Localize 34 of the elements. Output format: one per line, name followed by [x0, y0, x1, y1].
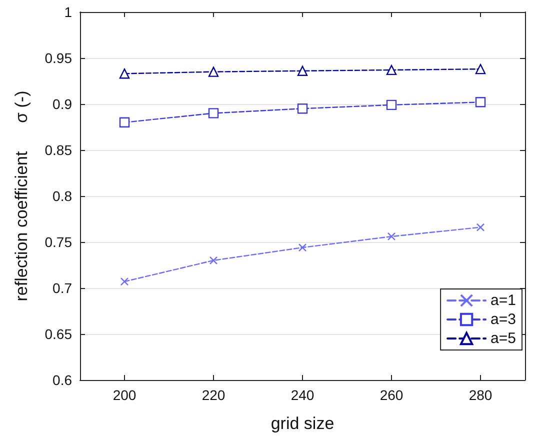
point [387, 232, 396, 241]
y-axis-title: reflection coefficient σ (-) [12, 90, 31, 302]
point [119, 68, 130, 79]
x-tick-label: 220 [202, 387, 226, 403]
y-tick-label: 0.8 [52, 188, 72, 204]
x-axis-title: grid size [270, 414, 334, 433]
x-tick-label: 280 [468, 387, 492, 403]
point [119, 117, 130, 128]
y-tick-label: 1 [64, 4, 72, 20]
legend-label: a=1 [490, 292, 516, 309]
y-tick-label: 0.95 [44, 50, 72, 66]
point [475, 97, 486, 108]
point [208, 66, 219, 77]
y-tick-label: 0.7 [52, 280, 72, 296]
point [209, 256, 218, 264]
point [297, 104, 308, 114]
point [297, 66, 308, 76]
point [476, 223, 485, 232]
y-tick-label: 0.85 [44, 142, 72, 158]
y-tick-label: 0.6 [52, 372, 72, 388]
point [386, 64, 397, 76]
y-tick-label: 0.75 [44, 234, 72, 250]
legend-label: a=5 [490, 330, 516, 347]
x-tick-label: 200 [112, 387, 136, 403]
y-tick-label: 0.9 [52, 96, 72, 112]
legend-label: a=3 [490, 311, 516, 328]
point [298, 243, 307, 252]
y-tick-label: 0.65 [44, 326, 72, 342]
point [386, 100, 397, 110]
x-tick-label: 240 [290, 387, 314, 403]
point [475, 64, 486, 74]
point [208, 108, 219, 118]
x-tick-label: 260 [380, 387, 404, 403]
point [120, 277, 129, 286]
